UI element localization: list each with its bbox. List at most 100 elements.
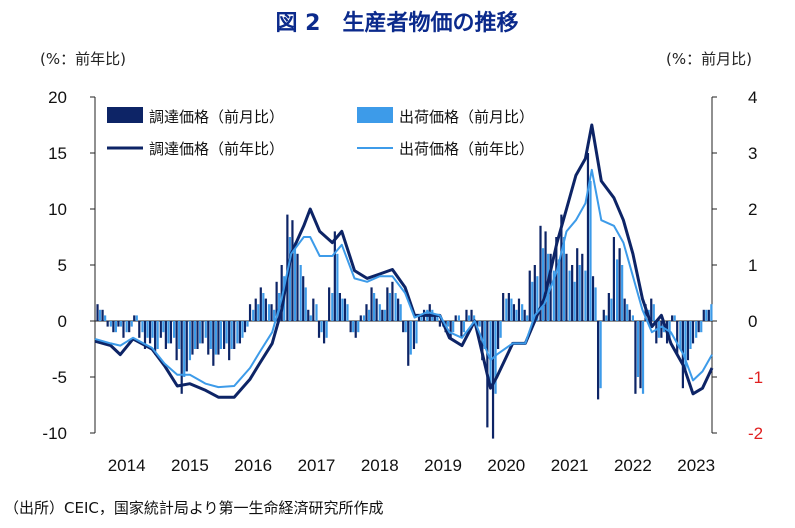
left-tick-label: 15: [48, 144, 67, 163]
bar: [219, 321, 223, 349]
bar: [686, 321, 690, 361]
right-tick-label: 2: [748, 200, 757, 219]
bar: [436, 315, 439, 321]
bar: [402, 321, 405, 333]
bar: [689, 321, 692, 349]
bar: [280, 265, 283, 321]
legend: 調達価格（前月比） 出荷価格（前月比） 調達価格（前年比） 出荷価格（前年比）: [107, 107, 534, 158]
right-tick-label: -2: [748, 424, 763, 443]
left-axis-unit: (%：前年比): [40, 50, 126, 68]
bar: [565, 253, 568, 321]
bar: [254, 298, 257, 321]
bar: [621, 265, 624, 321]
bar: [375, 298, 378, 321]
bar: [644, 304, 647, 321]
bar: [700, 321, 703, 333]
bar: [175, 321, 178, 361]
bar: [417, 315, 421, 321]
bar: [173, 321, 176, 338]
bar: [317, 321, 321, 338]
bar: [346, 304, 349, 321]
bar: [576, 248, 579, 321]
bar: [591, 276, 595, 321]
bar: [460, 321, 463, 338]
bar: [228, 321, 231, 361]
bar: [196, 321, 199, 349]
bar: [362, 315, 366, 321]
bar: [510, 298, 513, 321]
bar: [243, 321, 247, 333]
bar: [143, 321, 147, 349]
bar: [702, 309, 705, 321]
legend-swatch: [357, 107, 393, 123]
bar: [352, 321, 355, 333]
bar: [489, 321, 492, 389]
bar: [679, 321, 682, 349]
bar: [636, 321, 640, 377]
series-line: [94, 123, 714, 399]
bar: [241, 321, 244, 338]
bar: [472, 315, 476, 321]
bar: [328, 287, 331, 321]
bar: [710, 304, 713, 321]
bar: [262, 293, 265, 321]
bar: [420, 315, 423, 321]
bar: [114, 321, 117, 333]
right-axis-unit: (%：前月比): [666, 50, 752, 68]
bar: [615, 259, 619, 321]
bar: [388, 293, 391, 321]
bar: [96, 304, 99, 321]
bar: [331, 293, 334, 321]
bar: [589, 181, 592, 321]
bar: [370, 287, 373, 321]
bar: [185, 321, 188, 372]
left-tick-label: 0: [58, 312, 67, 331]
bar: [359, 315, 362, 321]
bar: [343, 298, 347, 321]
bar: [217, 321, 220, 355]
legend-label: 調達価格（前年比）: [149, 140, 284, 158]
bar: [560, 214, 563, 321]
bar: [288, 237, 292, 321]
bar: [201, 321, 204, 344]
bar: [264, 298, 267, 321]
bar: [291, 220, 294, 321]
bar: [526, 315, 529, 321]
bar: [541, 248, 545, 321]
bar: [159, 321, 162, 338]
x-tick-label: 2022: [614, 456, 652, 475]
bar: [631, 315, 634, 321]
bar: [125, 321, 128, 333]
bar: [650, 298, 653, 321]
bar: [673, 315, 676, 321]
bar: [341, 298, 344, 321]
bar: [191, 321, 194, 355]
left-tick-label: 20: [48, 88, 67, 107]
bar: [272, 309, 276, 321]
bar: [399, 304, 402, 321]
bar: [457, 315, 460, 321]
bar: [476, 321, 479, 327]
bar: [544, 231, 547, 321]
bar: [467, 315, 471, 321]
bar: [383, 309, 386, 321]
bar: [112, 321, 115, 333]
bar: [167, 321, 170, 344]
bar: [378, 304, 381, 321]
bar: [571, 265, 574, 321]
bar: [130, 321, 133, 327]
bar: [349, 321, 352, 333]
bar: [691, 321, 695, 344]
bar: [521, 304, 524, 321]
bar: [573, 281, 576, 321]
bar: [322, 321, 326, 344]
legend-label: 出荷価格（前年比）: [399, 140, 534, 158]
bar: [433, 315, 436, 321]
right-tick-label: -1: [748, 368, 763, 387]
bar: [302, 276, 305, 321]
bar: [404, 321, 407, 333]
bar: [605, 315, 608, 321]
bar: [409, 321, 412, 355]
bar: [634, 321, 637, 394]
bar: [162, 321, 165, 333]
